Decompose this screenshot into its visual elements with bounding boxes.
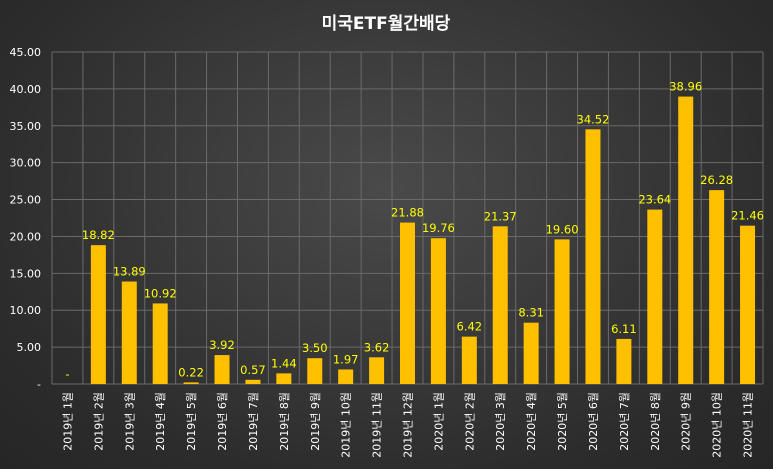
x-tick-label: 2019년 1월 [61, 392, 74, 451]
bar [523, 322, 539, 384]
y-tick-label: 40.00 [10, 83, 42, 96]
bars [90, 96, 756, 385]
x-tick-label: 2020년 1월 [432, 392, 445, 451]
bar [369, 357, 385, 384]
data-label: 18.82 [82, 228, 115, 242]
data-label: - [65, 367, 69, 381]
data-label: 34.52 [577, 112, 610, 126]
data-label: 38.96 [669, 80, 702, 94]
x-tick-label: 2019년 12월 [402, 392, 415, 458]
y-tick-label: 30.00 [10, 157, 42, 170]
y-tick-label: 45.00 [10, 46, 42, 59]
bar [554, 239, 570, 384]
y-tick-label: - [37, 378, 41, 391]
data-label: 26.28 [700, 173, 733, 187]
data-label: 19.76 [422, 221, 455, 235]
x-tick-label: 2020년 4월 [525, 392, 538, 451]
bar [152, 303, 168, 384]
bar [183, 382, 199, 384]
data-label: 21.37 [484, 209, 517, 223]
data-label: 8.31 [518, 306, 544, 320]
bar [616, 338, 632, 384]
x-tick-label: 2019년 11월 [371, 392, 384, 458]
bar [307, 358, 323, 384]
bar [678, 96, 694, 385]
x-tick-label: 2020년 6월 [587, 392, 600, 451]
x-tick-label: 2019년 3월 [123, 392, 136, 451]
data-label: 13.89 [113, 265, 146, 279]
x-tick-label: 2019년 5월 [185, 392, 198, 451]
x-axis: 2019년 1월 2019년 2월 2019년 3월 2019년 4월 2019년 5월… [61, 392, 754, 458]
data-label: 6.11 [611, 322, 637, 336]
y-tick-label: 15.00 [10, 267, 42, 280]
x-tick-label: 2019년 4월 [154, 392, 167, 451]
x-tick-label: 2020년 7월 [618, 392, 631, 451]
x-tick-label: 2020년 10월 [711, 392, 724, 458]
x-tick-label: 2020년 5월 [556, 392, 569, 451]
data-label: 21.46 [731, 209, 764, 223]
x-tick-label: 2020년 8월 [649, 392, 662, 451]
bar [461, 336, 477, 384]
bar [585, 129, 601, 384]
bar [90, 245, 106, 384]
y-tick-label: 25.00 [10, 194, 42, 207]
data-label: 19.60 [546, 222, 579, 236]
bar [740, 225, 756, 384]
bar [276, 373, 292, 384]
data-label: 6.42 [457, 320, 483, 334]
bar [647, 209, 663, 384]
x-tick-label: 2020년 11월 [742, 392, 755, 458]
bar [709, 190, 725, 384]
x-tick-label: 2020년 3월 [494, 392, 507, 451]
data-label: 1.44 [271, 356, 297, 370]
bar [400, 222, 415, 384]
data-label: 0.22 [178, 365, 204, 379]
bar [121, 281, 137, 384]
x-tick-label: 2020년 2월 [463, 392, 476, 451]
x-tick-label: 2019년 7월 [247, 392, 260, 451]
y-tick-label: 10.00 [10, 304, 42, 317]
x-tick-label: 2020년 9월 [680, 392, 693, 451]
data-label: 3.92 [209, 338, 235, 352]
data-label: 1.97 [333, 352, 359, 366]
bar [430, 238, 446, 384]
chart-title: 미국ETF월간배당 [322, 14, 451, 34]
bar [245, 379, 261, 384]
y-axis: - 5.00 10.00 15.00 20.00 25.00 30.00 35.00 40.00… [10, 46, 42, 391]
data-label: 3.62 [364, 340, 390, 354]
data-label: 23.64 [638, 193, 671, 207]
x-tick-label: 2019년 6월 [216, 392, 229, 451]
data-label: 3.50 [302, 341, 328, 355]
x-tick-label: 2019년 9월 [309, 392, 322, 451]
x-tick-label: 2019년 2월 [92, 392, 105, 451]
bar [338, 369, 354, 384]
data-label: 0.57 [240, 363, 266, 377]
data-label: 21.88 [391, 206, 424, 220]
y-tick-label: 20.00 [10, 230, 42, 243]
data-label: 10.92 [144, 286, 177, 300]
y-tick-label: 35.00 [10, 120, 42, 133]
data-labels: - 18.82 13.89 10.92 0.22 3.92 0.57 1.44 3.50 1.97… [65, 80, 764, 381]
y-tick-label: 5.00 [17, 341, 42, 354]
x-tick-label: 2019년 10월 [340, 392, 353, 458]
bar [492, 226, 508, 384]
bar [214, 355, 230, 384]
gridlines [51, 51, 764, 385]
x-tick-label: 2019년 8월 [278, 392, 291, 451]
